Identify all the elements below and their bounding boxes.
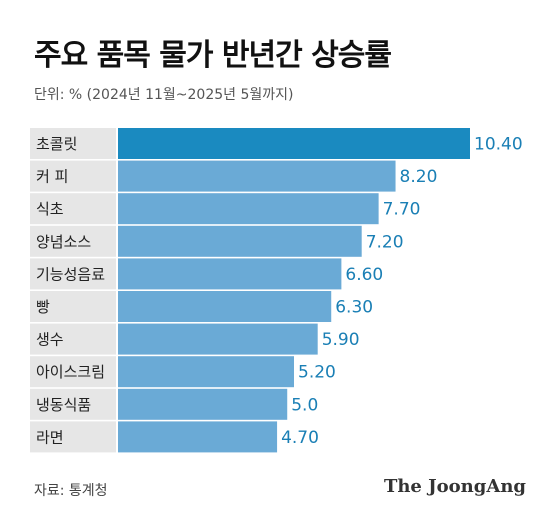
chart-subtitle: 단위: % (2024년 11월~2025년 5월까지) (34, 87, 294, 103)
value-label: 10.40 (474, 135, 523, 155)
category-label: 냉동식품 (36, 396, 91, 414)
category-label-bg (30, 160, 116, 192)
category-label: 라면 (36, 428, 64, 446)
value-label: 5.20 (298, 363, 336, 383)
value-label: 4.70 (281, 428, 319, 448)
category-label-bg (30, 323, 116, 355)
bar-row: 라면 4.70 (30, 421, 319, 453)
bar (118, 160, 396, 192)
category-label-bg (30, 128, 116, 159)
category-label: 기능성음료 (36, 265, 105, 283)
bar-row: 기능성음료 6.60 (30, 258, 383, 290)
category-label-bg (30, 421, 116, 453)
bar (118, 421, 278, 453)
bar (118, 193, 379, 225)
bar (118, 388, 288, 420)
category-label-bg (30, 193, 116, 225)
bar-row: 냉동식품 5.0 (30, 388, 318, 420)
category-label: 양념소스 (36, 233, 91, 251)
bar (118, 225, 362, 257)
bar (118, 323, 318, 355)
category-label: 초콜릿 (36, 135, 77, 153)
category-label-bg (30, 356, 116, 388)
bar (118, 291, 332, 322)
bar-row: 초콜릿 10.40 (30, 128, 523, 159)
bar-row: 생수 5.90 (30, 323, 360, 355)
value-label: 5.0 (291, 395, 318, 415)
category-label: 커 피 (36, 168, 68, 186)
bar-row: 식초 7.70 (30, 193, 421, 225)
value-label: 5.90 (322, 330, 360, 350)
category-label: 생수 (36, 331, 64, 349)
brand-logo: The JoongAng (383, 476, 526, 497)
value-label: 8.20 (400, 167, 438, 187)
value-label: 7.70 (383, 200, 421, 220)
category-label: 아이스크림 (36, 363, 105, 381)
bar (118, 258, 342, 290)
bar-row: 커 피 8.20 (30, 160, 438, 192)
value-label: 6.30 (335, 298, 373, 318)
category-label-bg (30, 258, 116, 290)
source-note: 자료: 통계청 (34, 483, 108, 499)
category-label: 빵 (36, 298, 50, 316)
value-label: 6.60 (345, 265, 383, 285)
bar (118, 356, 294, 388)
category-label-bg (30, 291, 116, 322)
value-label: 7.20 (366, 232, 404, 252)
category-label-bg (30, 388, 116, 420)
chart-title: 주요 품목 물가 반년간 상승률 (34, 38, 392, 73)
category-label-bg (30, 225, 116, 257)
bar (118, 128, 470, 159)
category-label: 식초 (36, 200, 64, 218)
bar-row: 양념소스 7.20 (30, 225, 404, 257)
bar-row: 빵 6.30 (30, 291, 373, 322)
bar-row: 아이스크림 5.20 (30, 356, 336, 388)
